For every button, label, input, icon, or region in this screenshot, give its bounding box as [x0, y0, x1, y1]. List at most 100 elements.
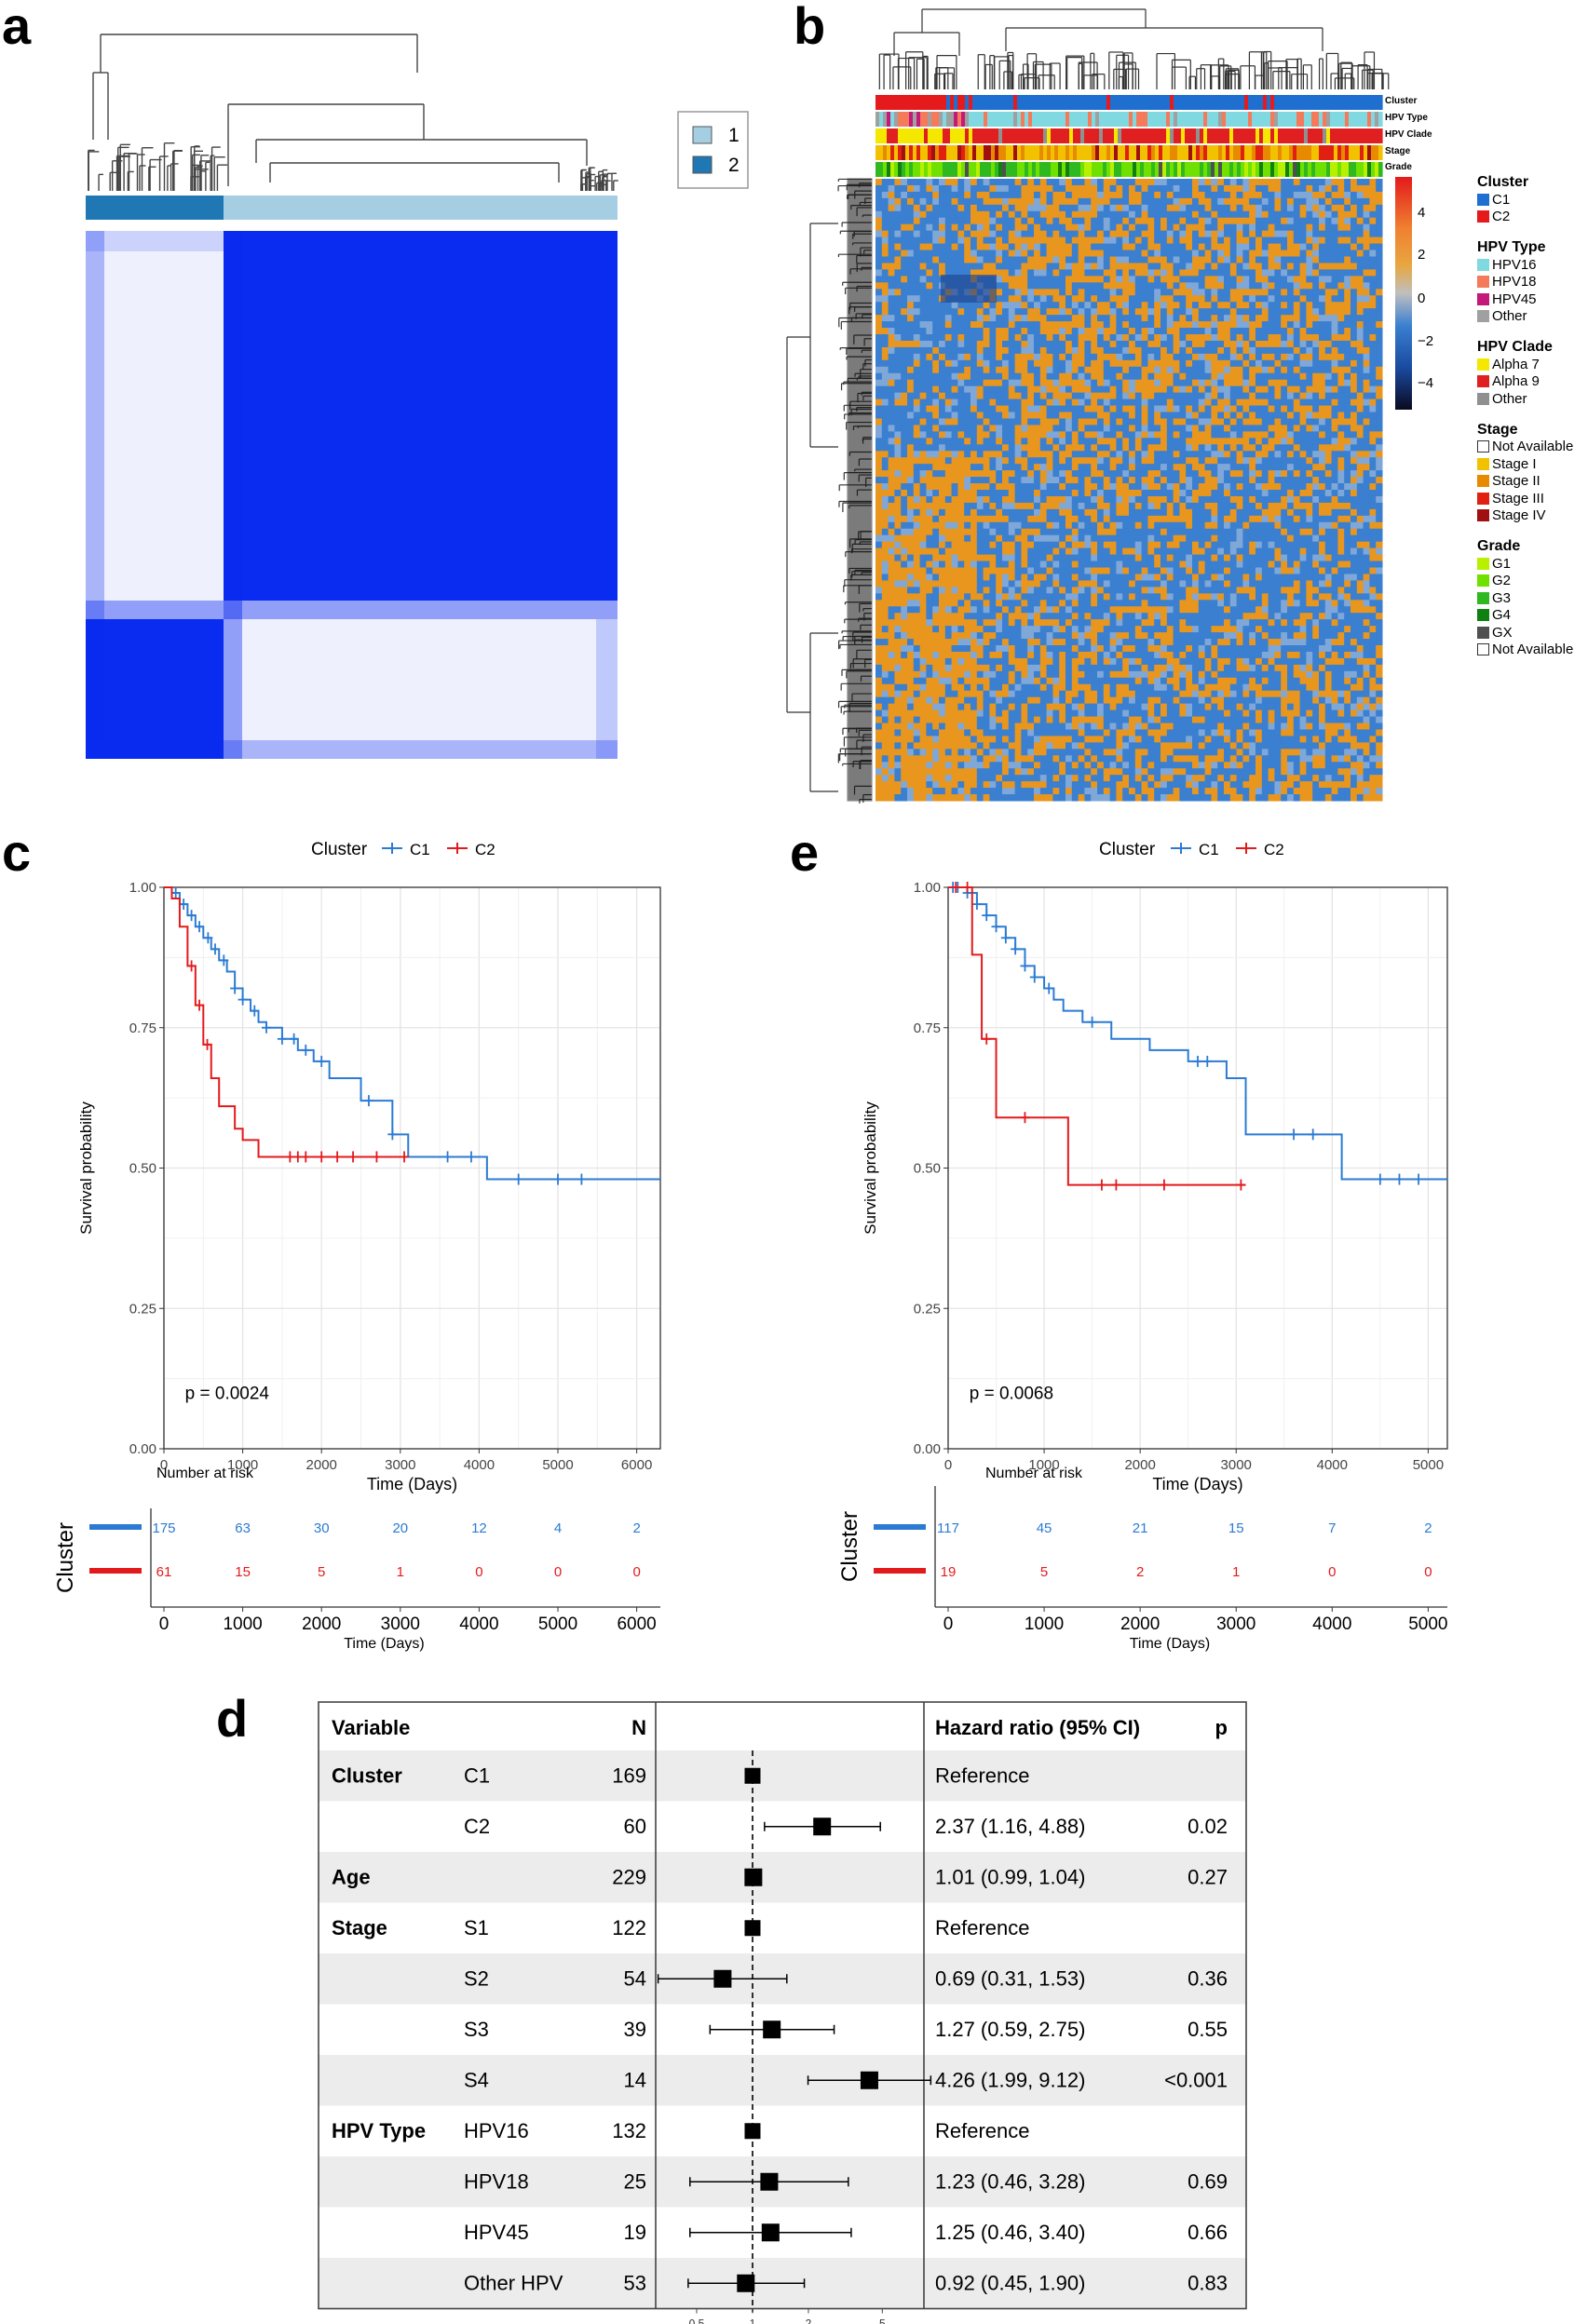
- heatmap-cell: [1363, 236, 1370, 245]
- heatmap-cell: [1052, 289, 1060, 296]
- track-cell: [1282, 112, 1286, 127]
- heatmap-cell: [1186, 210, 1193, 219]
- heatmap-cell: [1236, 243, 1243, 251]
- track-cell: [1229, 128, 1234, 143]
- heatmap-cell: [1084, 405, 1092, 412]
- heatmap-cell: [1287, 412, 1295, 419]
- heatmap-cell: [957, 444, 965, 452]
- heatmap-cell: [907, 412, 915, 419]
- heatmap-cell: [1103, 418, 1111, 426]
- heatmap-cell: [1116, 197, 1123, 206]
- heatmap-cell: [1306, 276, 1313, 283]
- heatmap-cell: [939, 444, 946, 452]
- heatmap-cell: [1039, 451, 1048, 458]
- heatmap-cell: [1324, 359, 1333, 368]
- track-cell: [976, 162, 981, 177]
- heatmap-cell: [1002, 334, 1010, 342]
- heatmap-cell: [907, 321, 915, 329]
- heatmap-cell: [1369, 372, 1377, 381]
- heatmap-cell: [888, 353, 895, 361]
- heatmap-cell: [1186, 191, 1193, 199]
- heatmap-cell: [1324, 366, 1333, 374]
- track-cell: [1084, 162, 1089, 177]
- heatmap-cell: [1319, 438, 1326, 445]
- track-cell: [1337, 145, 1342, 160]
- heatmap-cell: [1242, 346, 1250, 355]
- heatmap-cell: [1363, 210, 1370, 219]
- track-cell: [1136, 145, 1141, 160]
- heatmap-cell: [894, 204, 902, 212]
- heatmap-cell: [1363, 372, 1370, 381]
- track-cell: [1125, 128, 1130, 143]
- heatmap-cell: [1261, 372, 1269, 381]
- heatmap-cell: [1255, 263, 1263, 270]
- heatmap-cell: [1236, 346, 1243, 355]
- heatmap-cell: [1217, 269, 1225, 277]
- heatmap-cell: [1008, 184, 1016, 193]
- heatmap-cell: [907, 236, 915, 245]
- heatmap-cell: [919, 451, 927, 458]
- heatmap-cell: [970, 328, 978, 335]
- heatmap-cell: [996, 328, 1003, 335]
- heatmap-cell: [1236, 191, 1243, 199]
- heatmap-cell: [1192, 328, 1200, 335]
- heatmap-cell: [1268, 425, 1275, 432]
- heatmap-cell: [1287, 451, 1295, 458]
- heatmap-cell: [1071, 438, 1079, 445]
- heatmap-cell: [894, 179, 902, 186]
- heatmap-cell: [1179, 340, 1187, 348]
- heatmap-cell: [1192, 223, 1200, 232]
- heatmap-cell: [1034, 366, 1041, 374]
- heatmap-cell: [1008, 302, 1016, 309]
- track-label-cluster: Cluster: [1385, 96, 1418, 106]
- heatmap-cell: [932, 217, 940, 225]
- heatmap-cell: [1274, 405, 1282, 412]
- heatmap-cell: [1008, 444, 1016, 452]
- heatmap-cell: [1109, 269, 1117, 277]
- heatmap-cell: [1229, 451, 1238, 458]
- heatmap-cell: [944, 315, 953, 322]
- track-cell: [1360, 112, 1364, 127]
- heatmap-cell: [1027, 197, 1035, 206]
- heatmap-cell: [1211, 236, 1218, 245]
- heatmap-cell: [1261, 444, 1269, 452]
- heatmap-cell: [1002, 179, 1010, 186]
- track-cell: [1267, 112, 1271, 127]
- heatmap-cell: [1034, 405, 1041, 412]
- heatmap-cell: [1299, 385, 1307, 394]
- heatmap-cell: [1166, 204, 1174, 212]
- track-label-stage: Stage: [1385, 146, 1411, 156]
- heatmap-cell: [1211, 184, 1218, 193]
- heatmap-cell: [1224, 184, 1231, 193]
- heatmap-cell: [1376, 217, 1383, 225]
- heatmap-cell: [1281, 328, 1288, 335]
- heatmap-cell: [1274, 451, 1282, 458]
- heatmap-cell: [1324, 399, 1333, 407]
- heatmap-cell: [1065, 269, 1073, 277]
- heatmap-cell: [1376, 243, 1383, 251]
- track-cell: [935, 162, 940, 177]
- heatmap-cell: [901, 444, 908, 452]
- heatmap-cell: [1103, 431, 1111, 439]
- heatmap-cell: [1129, 328, 1136, 335]
- track-cell: [1054, 112, 1059, 127]
- heatmap-cell: [1376, 328, 1383, 335]
- track-cell: [898, 145, 903, 160]
- heatmap-cell: [1299, 204, 1307, 212]
- heatmap-cell: [1027, 438, 1035, 445]
- heatmap-cell: [1306, 444, 1313, 452]
- track-cell: [909, 112, 914, 127]
- heatmap-cell: [1039, 321, 1048, 329]
- heatmap-cell: [881, 276, 889, 283]
- track-cell: [928, 162, 932, 177]
- heatmap-cell: [1052, 256, 1060, 263]
- heatmap-cell: [1046, 263, 1053, 270]
- heatmap-cell: [1091, 289, 1098, 296]
- heatmap-cell: [1034, 353, 1041, 361]
- heatmap-cell: [875, 328, 883, 335]
- heatmap-cell: [1147, 438, 1155, 445]
- heatmap-cell: [1192, 315, 1200, 322]
- heatmap-cell: [1281, 444, 1288, 452]
- heatmap-cell: [996, 315, 1003, 322]
- heatmap-cell: [1287, 385, 1295, 394]
